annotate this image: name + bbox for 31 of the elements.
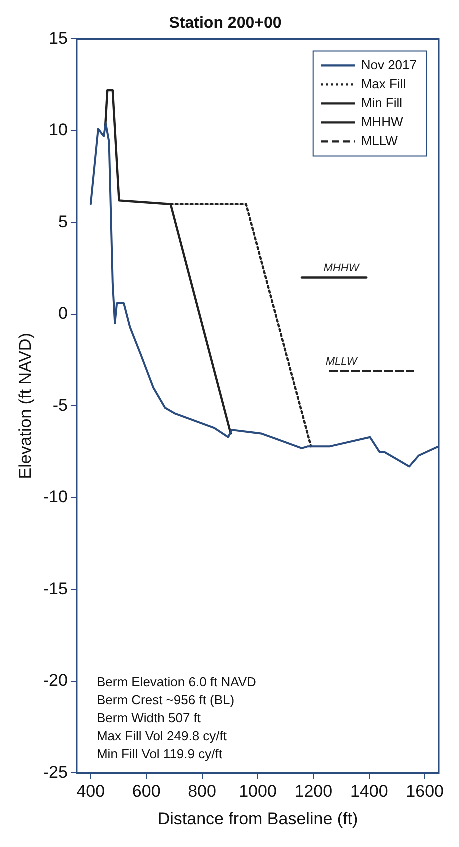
chart-title: Station 200+00 xyxy=(169,15,282,32)
x-tick-label: 400 xyxy=(76,782,106,802)
x-tick-label: 800 xyxy=(188,782,216,802)
y-tick-label: -10 xyxy=(43,488,68,507)
legend-label: MLLW xyxy=(361,133,399,148)
y-tick-label: 5 xyxy=(58,212,68,232)
annotation: Max Fill Vol 249.8 cy/ft xyxy=(96,728,228,744)
y-axis-title: Elevation (ft NAVD) xyxy=(16,333,35,480)
x-tick-label: 1200 xyxy=(294,782,333,802)
y-tick-label: -20 xyxy=(43,671,68,690)
x-tick-label: 1600 xyxy=(406,782,444,802)
x-tick-label: 1000 xyxy=(239,782,277,802)
annotation: MLLW xyxy=(326,356,359,368)
annotation: Min Fill Vol 119.9 cy/ft xyxy=(96,746,223,762)
legend-label: Max Fill xyxy=(361,76,406,92)
annotation: Berm Crest ~956 ft (BL) xyxy=(96,692,235,708)
x-tick-label: 1400 xyxy=(350,782,388,802)
x-tick-label: 600 xyxy=(132,782,161,802)
y-tick-label: -25 xyxy=(43,762,68,782)
annotation: Berm Width 507 ft xyxy=(96,710,202,726)
legend-label: MHHW xyxy=(361,114,404,130)
y-tick-label: 10 xyxy=(49,120,68,140)
annotation: Berm Elevation 6.0 ft NAVD xyxy=(96,674,256,690)
y-tick-label: 15 xyxy=(49,28,68,48)
x-axis-title: Distance from Baseline (ft) xyxy=(158,809,358,828)
y-tick-label: -15 xyxy=(43,579,68,598)
y-tick-label: 0 xyxy=(58,304,68,324)
y-tick-label: -5 xyxy=(52,396,68,415)
legend-label: Min Fill xyxy=(361,95,403,110)
annotation: MHHW xyxy=(324,262,361,274)
legend-label: Nov 2017 xyxy=(361,57,418,72)
